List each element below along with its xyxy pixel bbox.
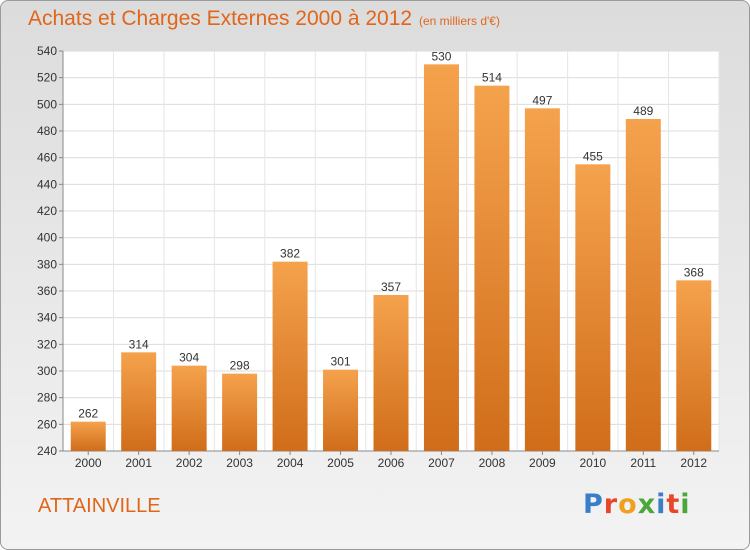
labels: 262 2000 314 2001 304 2002 298 2003 382 2004 301 20… [75, 49, 708, 470]
y-tick-label: 240 [37, 444, 57, 458]
y-tick-label: 420 [37, 204, 57, 218]
x-tick-label: 2005 [327, 456, 354, 470]
x-tick-label: 2002 [176, 456, 203, 470]
data-label: 357 [381, 280, 401, 294]
logo-letter: i [680, 489, 691, 520]
y-tick-label: 480 [37, 124, 57, 138]
x-tick-label: 2003 [226, 456, 253, 470]
logo-letter: x [637, 489, 657, 520]
data-label: 298 [230, 359, 250, 373]
bar-2000 [70, 421, 106, 451]
x-tick-label: 2011 [630, 456, 656, 470]
bar-2006 [373, 295, 409, 451]
bar-2002 [171, 365, 207, 451]
proxiti-logo[interactable]: Proxiti [583, 489, 691, 520]
data-label: 530 [431, 49, 451, 63]
x-tick-label: 2009 [529, 456, 556, 470]
y-tick-label: 380 [37, 257, 57, 271]
bar-2009 [524, 108, 560, 451]
data-label: 514 [482, 71, 502, 85]
data-label: 262 [78, 407, 98, 421]
x-tick-label: 2008 [479, 456, 506, 470]
logo-letter: P [583, 489, 604, 520]
chart-title: Achats et Charges Externes 2000 à 2012 [28, 7, 413, 30]
bar-2012 [676, 280, 712, 451]
x-tick-label: 2006 [378, 456, 405, 470]
data-label: 497 [532, 93, 552, 107]
y-tick-label: 500 [37, 97, 57, 111]
logo-letter: o [618, 489, 638, 520]
bar-2008 [474, 85, 510, 452]
data-label: 489 [633, 104, 653, 118]
bar-2003 [222, 373, 258, 451]
y-tick-label: 300 [37, 364, 57, 378]
y-tick-label: 540 [37, 44, 57, 58]
logo-letter: t [666, 489, 681, 520]
y-tick-label: 320 [37, 337, 57, 351]
y-tick-label: 360 [37, 284, 57, 298]
bars [70, 64, 712, 452]
y-tick-label: 260 [37, 417, 57, 431]
logo-letter: r [603, 489, 619, 520]
y-tick-label: 460 [37, 151, 57, 165]
bar-2001 [121, 352, 157, 451]
bar-2010 [575, 164, 611, 452]
data-label: 304 [179, 351, 199, 365]
y-tick-label: 340 [37, 311, 57, 325]
x-tick-label: 2007 [428, 456, 455, 470]
x-tick-label: 2012 [680, 456, 707, 470]
x-tick-label: 2000 [75, 456, 102, 470]
chart-subtitle: (en milliers d'€) [419, 14, 500, 28]
y-tick-label: 400 [37, 231, 57, 245]
bar-2004 [272, 261, 308, 451]
x-tick-label: 2004 [277, 456, 304, 470]
commune-name: ATTAINVILLE [38, 495, 161, 517]
data-label: 314 [129, 337, 149, 351]
x-tick-label: 2001 [125, 456, 152, 470]
y-tick-label: 280 [37, 391, 57, 405]
logo-letter: i [656, 489, 667, 520]
data-label: 455 [583, 149, 603, 163]
bar-2007 [423, 64, 459, 452]
bar-2011 [625, 119, 661, 451]
data-label: 382 [280, 247, 300, 261]
y-tick-label: 520 [37, 71, 57, 85]
x-tick-label: 2010 [579, 456, 606, 470]
data-label: 301 [331, 355, 351, 369]
bar-2005 [323, 369, 359, 451]
data-label: 368 [684, 265, 704, 279]
y-tick-label: 440 [37, 177, 57, 191]
